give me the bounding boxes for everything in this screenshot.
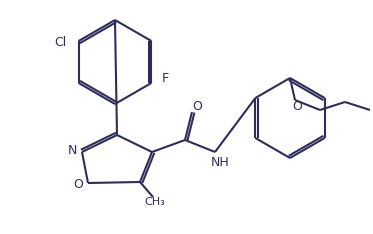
- Text: CH₃: CH₃: [145, 197, 165, 207]
- Text: N: N: [67, 145, 77, 157]
- Text: O: O: [292, 100, 302, 113]
- Text: O: O: [192, 99, 202, 113]
- Text: NH: NH: [211, 156, 229, 168]
- Text: F: F: [162, 73, 169, 85]
- Text: Cl: Cl: [54, 37, 67, 50]
- Text: O: O: [73, 179, 83, 191]
